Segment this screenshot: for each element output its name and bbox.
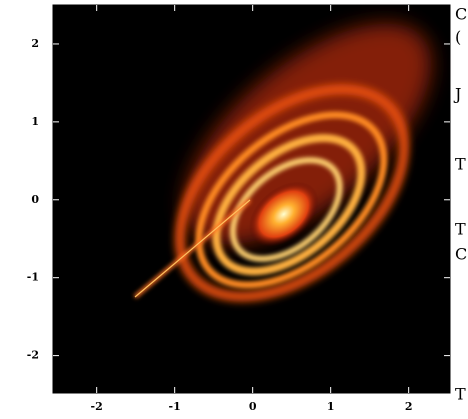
plot-frame — [52, 4, 451, 394]
disk-image — [133, 23, 432, 302]
x-tick-label: -2 — [91, 400, 103, 413]
x-tick-label: 2 — [405, 400, 413, 413]
side-text: J — [453, 85, 461, 104]
y-tick-label: 2 — [31, 37, 39, 50]
side-text: ( — [455, 28, 461, 47]
side-text: T — [455, 385, 466, 404]
y-tick-label: -2 — [27, 349, 39, 362]
side-text: T — [455, 220, 466, 239]
side-text: C — [455, 245, 467, 264]
x-tick-label: 0 — [249, 400, 257, 413]
y-tick-label: 1 — [31, 115, 39, 128]
side-text: T — [455, 155, 466, 174]
x-tick-label: 1 — [327, 400, 335, 413]
side-text: C — [455, 5, 467, 24]
y-tick-label: -1 — [27, 271, 39, 284]
x-tick-label: -1 — [169, 400, 181, 413]
y-tick-label: 0 — [31, 193, 39, 206]
